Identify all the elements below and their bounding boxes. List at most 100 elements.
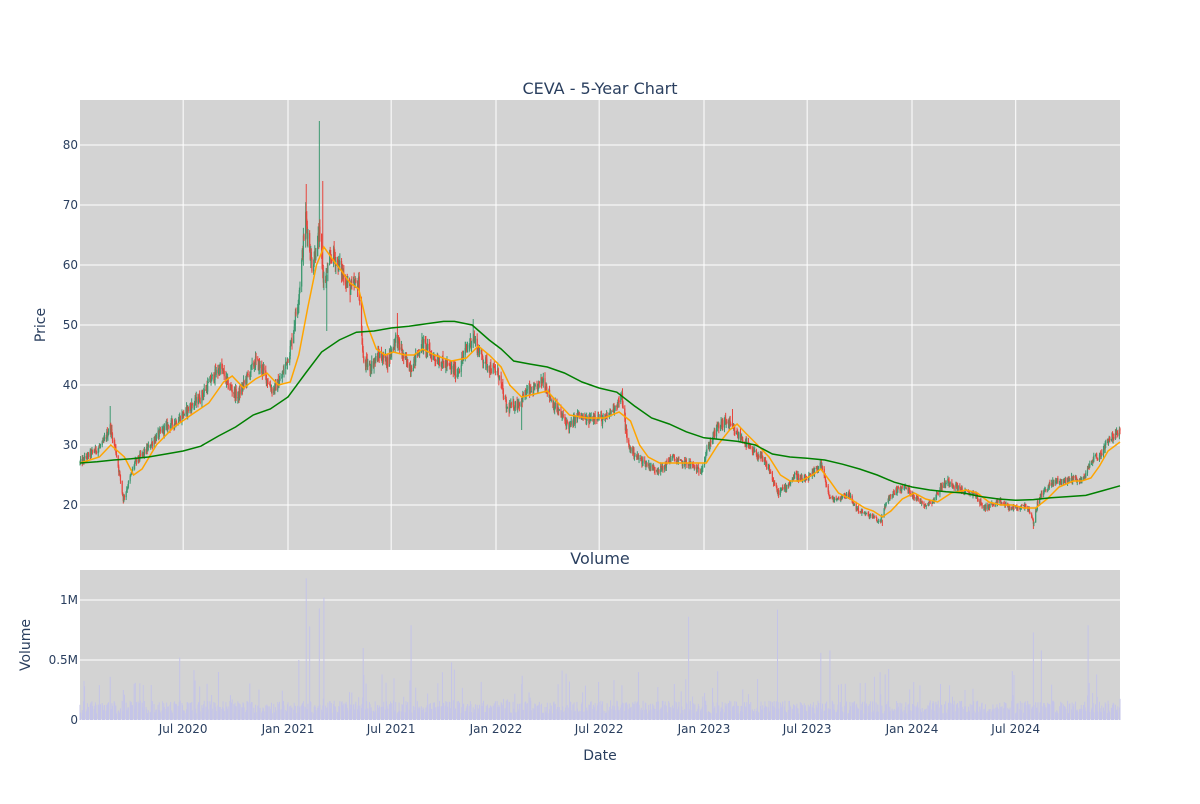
candle-body [1117,432,1119,436]
volume-bar [322,698,324,720]
volume-bar [313,713,315,720]
volume-bar [183,710,185,720]
candle-body [518,403,520,407]
volume-bar [382,706,384,720]
candle-body [897,486,899,488]
volume-bar [656,701,658,720]
volume-bar [768,700,770,720]
volume-bar [905,702,907,720]
volume-bar [833,704,835,720]
candle-body [824,475,826,481]
volume-bar [522,709,524,720]
volume-bar [185,713,187,720]
volume-bar [1003,701,1005,720]
volume-bar [489,708,491,720]
volume-bar [428,704,430,720]
candle-body [976,494,979,500]
volume-bar [989,709,991,720]
volume-bar [706,712,708,720]
volume-bar [824,711,826,720]
volume-bar [636,701,638,720]
candle-body [255,356,257,359]
volume-bar [99,706,101,720]
volume-bar [921,708,923,720]
volume-bar [186,709,188,720]
volume-bar [273,703,275,720]
volume-bar [242,702,244,720]
volume-bar [621,685,623,720]
volume-bar [919,685,921,720]
volume-bar [987,711,989,720]
volume-bar [485,712,487,720]
volume-bar [664,701,666,720]
volume-bar [357,705,359,720]
volume-bar [560,710,562,720]
candle-body [901,487,903,491]
candle-body [771,472,773,481]
volume-bar [89,704,91,720]
candle-body [210,381,212,383]
volume-bar [233,704,235,720]
volume-bar [103,710,105,720]
candle-body [201,390,204,396]
candle-body [490,372,493,374]
candle-body [189,405,191,411]
candle-body [203,389,205,393]
volume-bar [458,704,460,720]
candle-body [953,486,955,488]
candle-body [1003,502,1005,504]
candle-body [392,348,395,350]
volume-bar [370,707,372,720]
volume-bar [453,669,455,720]
volume-bar [414,710,416,720]
volume-bar [884,674,886,720]
volume-bar [955,711,957,720]
volume-bar [285,710,287,720]
candle-body [230,387,233,390]
candle-body [618,400,620,403]
volume-bar [179,700,181,720]
volume-bar [725,706,727,720]
volume-bar [542,712,544,720]
volume-bar [917,707,919,720]
candle-body [457,373,459,375]
candle-body [1113,437,1115,439]
volume-bar [1112,704,1114,720]
volume-bar [749,709,751,720]
candle-body [433,354,436,359]
candle-body [431,354,433,360]
price-gridlines [80,100,1120,550]
volume-bar [689,708,691,720]
volume-bar [202,708,204,720]
candle-body [201,390,203,403]
candle-body [951,482,953,486]
volume-bar [239,704,241,720]
volume-bar [386,705,388,720]
volume-bar [1060,704,1062,720]
volume-bar [380,707,382,720]
candle-body [1053,480,1055,484]
volume-bar [853,709,855,720]
candle-body [939,489,941,495]
candle-body [719,425,722,429]
volume-bar [696,711,698,720]
volume-bar [321,712,323,720]
volume-bar [807,704,809,720]
volume-bar [648,710,650,720]
candle-body [131,469,134,473]
volume-bar [721,707,723,720]
volume-bar [1007,709,1009,720]
volume-bar [367,708,369,720]
volume-bar [1007,707,1009,720]
candle-body [1001,502,1003,504]
volume-bar [873,710,875,720]
volume-bar [578,710,580,720]
volume-bar [1088,682,1090,720]
candle-body [217,369,219,373]
volume-bar [1103,712,1105,720]
candle-body [741,437,743,440]
volume-bar [337,712,339,720]
volume-bar [311,711,313,720]
volume-bar [610,709,612,720]
volume-bar [477,713,479,720]
